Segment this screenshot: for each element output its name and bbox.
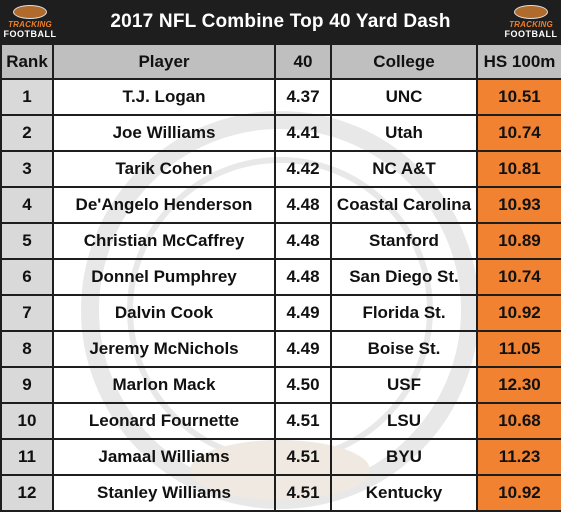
- rank-cell: 9: [0, 366, 54, 404]
- player-cell: Jeremy McNichols: [52, 330, 276, 368]
- title-bar: TRACKING FOOTBALL 2017 NFL Combine Top 4…: [0, 0, 561, 43]
- hs-100m-cell: 10.51: [476, 78, 561, 116]
- college-cell: UNC: [330, 78, 478, 116]
- college-cell: Boise St.: [330, 330, 478, 368]
- football-icon: [514, 4, 548, 19]
- table-title: 2017 NFL Combine Top 40 Yard Dash: [110, 10, 451, 32]
- college-cell: BYU: [330, 438, 478, 476]
- player-cell: Christian McCaffrey: [52, 222, 276, 260]
- forty-cell: 4.49: [274, 294, 332, 332]
- college-cell: NC A&T: [330, 150, 478, 188]
- rank-cell: 1: [0, 78, 54, 116]
- combine-table: Rank Player 40 College HS 100m 1 T.J. Log…: [0, 43, 561, 512]
- college-cell: LSU: [330, 402, 478, 440]
- logo-line1: TRACKING: [8, 19, 52, 29]
- hs-100m-cell: 11.05: [476, 330, 561, 368]
- column-header-rank: Rank: [0, 43, 54, 80]
- forty-cell: 4.48: [274, 258, 332, 296]
- forty-cell: 4.51: [274, 402, 332, 440]
- table-row: 12 Stanley Williams 4.51 Kentucky 10.92: [0, 474, 561, 512]
- hs-100m-cell: 11.23: [476, 438, 561, 476]
- rank-cell: 6: [0, 258, 54, 296]
- college-cell: San Diego St.: [330, 258, 478, 296]
- player-cell: T.J. Logan: [52, 78, 276, 116]
- forty-cell: 4.48: [274, 186, 332, 224]
- college-cell: USF: [330, 366, 478, 404]
- forty-cell: 4.37: [274, 78, 332, 116]
- table-row: 10 Leonard Fournette 4.51 LSU 10.68: [0, 402, 561, 440]
- forty-cell: 4.49: [274, 330, 332, 368]
- player-cell: Tarik Cohen: [52, 150, 276, 188]
- rank-cell: 11: [0, 438, 54, 476]
- forty-cell: 4.48: [274, 222, 332, 260]
- forty-cell: 4.50: [274, 366, 332, 404]
- player-cell: De'Angelo Henderson: [52, 186, 276, 224]
- player-cell: Marlon Mack: [52, 366, 276, 404]
- hs-100m-cell: 12.30: [476, 366, 561, 404]
- logo-line1: TRACKING: [509, 19, 553, 29]
- rank-cell: 7: [0, 294, 54, 332]
- column-header-forty: 40: [274, 43, 332, 80]
- forty-cell: 4.51: [274, 474, 332, 512]
- forty-cell: 4.51: [274, 438, 332, 476]
- tracking-football-logo: TRACKING FOOTBALL: [3, 3, 57, 40]
- table-row: 2 Joe Williams 4.41 Utah 10.74: [0, 114, 561, 152]
- table-row: 5 Christian McCaffrey 4.48 Stanford 10.89: [0, 222, 561, 260]
- column-header-player: Player: [52, 43, 276, 80]
- table-body: 1 T.J. Logan 4.37 UNC 10.51 2 Joe Williams 4.41…: [0, 78, 561, 512]
- table-row: 8 Jeremy McNichols 4.49 Boise St. 11.05: [0, 330, 561, 368]
- player-cell: Stanley Williams: [52, 474, 276, 512]
- table-row: 7 Dalvin Cook 4.49 Florida St. 10.92: [0, 294, 561, 332]
- player-cell: Leonard Fournette: [52, 402, 276, 440]
- hs-100m-cell: 10.81: [476, 150, 561, 188]
- hs-100m-cell: 10.74: [476, 258, 561, 296]
- rank-cell: 5: [0, 222, 54, 260]
- hs-100m-cell: 10.74: [476, 114, 561, 152]
- football-icon: [13, 4, 47, 19]
- table-row: 11 Jamaal Williams 4.51 BYU 11.23: [0, 438, 561, 476]
- rank-cell: 3: [0, 150, 54, 188]
- hs-100m-cell: 10.93: [476, 186, 561, 224]
- logo-line2: FOOTBALL: [3, 28, 57, 39]
- forty-cell: 4.42: [274, 150, 332, 188]
- rank-cell: 4: [0, 186, 54, 224]
- tracking-football-logo: TRACKING FOOTBALL: [504, 3, 558, 40]
- hs-100m-cell: 10.68: [476, 402, 561, 440]
- rank-cell: 2: [0, 114, 54, 152]
- player-cell: Donnel Pumphrey: [52, 258, 276, 296]
- player-cell: Jamaal Williams: [52, 438, 276, 476]
- table-row: 9 Marlon Mack 4.50 USF 12.30: [0, 366, 561, 404]
- table-row: 6 Donnel Pumphrey 4.48 San Diego St. 10.74: [0, 258, 561, 296]
- forty-cell: 4.41: [274, 114, 332, 152]
- player-cell: Dalvin Cook: [52, 294, 276, 332]
- table-row: 4 De'Angelo Henderson 4.48 Coastal Carolina…: [0, 186, 561, 224]
- college-cell: Stanford: [330, 222, 478, 260]
- table-row: 3 Tarik Cohen 4.42 NC A&T 10.81: [0, 150, 561, 188]
- college-cell: Kentucky: [330, 474, 478, 512]
- player-cell: Joe Williams: [52, 114, 276, 152]
- hs-100m-cell: 10.89: [476, 222, 561, 260]
- college-cell: Florida St.: [330, 294, 478, 332]
- column-header-hs-100m: HS 100m: [476, 43, 561, 80]
- logo-line2: FOOTBALL: [504, 28, 558, 39]
- hs-100m-cell: 10.92: [476, 294, 561, 332]
- college-cell: Coastal Carolina: [330, 186, 478, 224]
- rank-cell: 12: [0, 474, 54, 512]
- header-row: Rank Player 40 College HS 100m: [0, 43, 561, 80]
- column-header-college: College: [330, 43, 478, 80]
- rank-cell: 8: [0, 330, 54, 368]
- hs-100m-cell: 10.92: [476, 474, 561, 512]
- rank-cell: 10: [0, 402, 54, 440]
- college-cell: Utah: [330, 114, 478, 152]
- table-row: 1 T.J. Logan 4.37 UNC 10.51: [0, 78, 561, 116]
